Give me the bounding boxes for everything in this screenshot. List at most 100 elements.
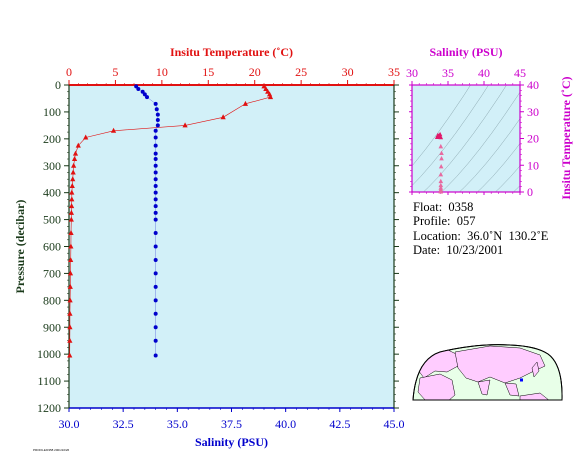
temperature-axis-title: Insitu Temperature (˚C) (170, 45, 293, 59)
temperature-point (67, 270, 74, 276)
ts-temperature-tick-label: 30 (527, 105, 539, 119)
float-id-text: Float: 0358 (413, 200, 474, 214)
pressure-tick-label: 1200 (37, 401, 61, 415)
ts-salinity-tick-label: 40 (478, 66, 490, 80)
salinity-point (155, 117, 160, 122)
salinity-point (140, 89, 145, 94)
salinity-point (153, 170, 158, 175)
temperature-point (68, 243, 74, 249)
date-text: Date: 10/23/2001 (413, 243, 504, 257)
salinity-point (153, 128, 158, 133)
float-position-marker (519, 378, 523, 382)
profile-chart: 0 5 10 15 20 25 30 35 Insitu Temperature (˚C) 30.… (13, 45, 405, 449)
ts-salinity-tick-label: 35 (442, 66, 454, 80)
salinity-point (153, 311, 158, 316)
pressure-tick-label: 500 (43, 213, 61, 227)
temperature-point (67, 337, 73, 343)
ts-point (438, 178, 444, 184)
temperature-point (69, 196, 75, 202)
density-contour (459, 118, 520, 192)
temperature-tick-label: 35 (388, 65, 400, 79)
salinity-point (153, 298, 158, 303)
pressure-axis-title: Pressure (decibar) (13, 200, 27, 294)
ts-point (437, 131, 443, 137)
temperature-point (67, 297, 73, 303)
salinity-point (153, 338, 158, 343)
salinity-point (153, 143, 158, 148)
temperature-point (242, 100, 249, 106)
pressure-tick-label: 0 (55, 78, 61, 92)
pressure-tick-label: 900 (43, 320, 61, 334)
map-land-group (417, 345, 551, 400)
salinity-point (153, 183, 158, 188)
salinity-point (153, 325, 158, 330)
ts-contours (412, 85, 520, 192)
temperature-tick-label: 5 (112, 65, 118, 79)
location-text: Location: 36.0˚N 130.2˚E (413, 229, 549, 243)
ts-salinity-title: Salinity (PSU) (429, 45, 502, 59)
temperature-point (263, 86, 269, 92)
temperature-point (67, 283, 73, 289)
temperature-tick-label: 0 (66, 65, 72, 79)
ts-temperature-title: Insitu Temperature (˚C) (559, 76, 573, 199)
salinity-point (155, 112, 160, 117)
ts-temperature-tick-label: 10 (527, 158, 539, 172)
temperature-point (69, 189, 75, 195)
salinity-tick-label: 30.0 (59, 417, 80, 431)
temperature-point (68, 256, 74, 262)
salinity-point (153, 190, 158, 195)
salinity-point (153, 244, 158, 249)
ts-point (438, 172, 444, 177)
density-contour (441, 91, 520, 192)
pressure-tick-label: 800 (43, 293, 61, 307)
temperature-point (220, 114, 226, 120)
salinity-point (153, 197, 158, 202)
ts-background (412, 85, 520, 192)
salinity-tick-label: 40.0 (275, 417, 296, 431)
ts-point (438, 143, 444, 149)
temperature-tick-label: 15 (202, 65, 214, 79)
salinity-point (153, 177, 158, 182)
pressure-tick-label: 100 (43, 105, 61, 119)
salinity-point (153, 135, 158, 140)
temperature-point (261, 83, 267, 89)
temperature-point (67, 310, 73, 316)
salinity-point (153, 204, 158, 209)
ts-point (438, 182, 444, 188)
salinity-tick-label: 37.5 (221, 417, 242, 431)
density-contour (412, 85, 471, 167)
salinity-axis-title: Salinity (PSU) (195, 435, 268, 449)
temperature-point (71, 162, 77, 168)
temperature-point (75, 142, 81, 148)
salinity-point (153, 257, 158, 262)
temperature-point (182, 122, 188, 128)
temperature-point (70, 176, 76, 182)
temperature-point (68, 230, 74, 236)
ts-temperature-tick-label: 0 (527, 185, 533, 199)
salinity-point (155, 123, 160, 128)
ts-salinity-tick-label: 30 (406, 66, 418, 80)
pressure-tick-label: 600 (43, 240, 61, 254)
ts-temperature-tick-label: 40 (527, 78, 539, 92)
ts-salinity-tick-label: 45 (514, 66, 526, 80)
plot-background (69, 85, 394, 408)
ts-point (439, 155, 444, 161)
salinity-point (145, 95, 149, 100)
density-contour (423, 85, 507, 192)
salinity-point (153, 163, 158, 168)
salinity-point (153, 151, 158, 156)
ts-point (439, 150, 444, 156)
map-land-asia (454, 345, 546, 384)
pressure-tick-label: 300 (43, 159, 61, 173)
pressure-tick-label: 400 (43, 186, 61, 200)
density-contour (477, 143, 520, 192)
map-land-india (477, 379, 491, 396)
temperature-point (67, 352, 73, 358)
salinity-point (153, 284, 158, 289)
ts-temperature-tick-label: 20 (527, 132, 539, 146)
pressure-tick-label: 1000 (37, 347, 61, 361)
map-land-africa (417, 373, 456, 400)
temperature-tick-label: 10 (156, 65, 168, 79)
temperature-point (265, 88, 271, 94)
